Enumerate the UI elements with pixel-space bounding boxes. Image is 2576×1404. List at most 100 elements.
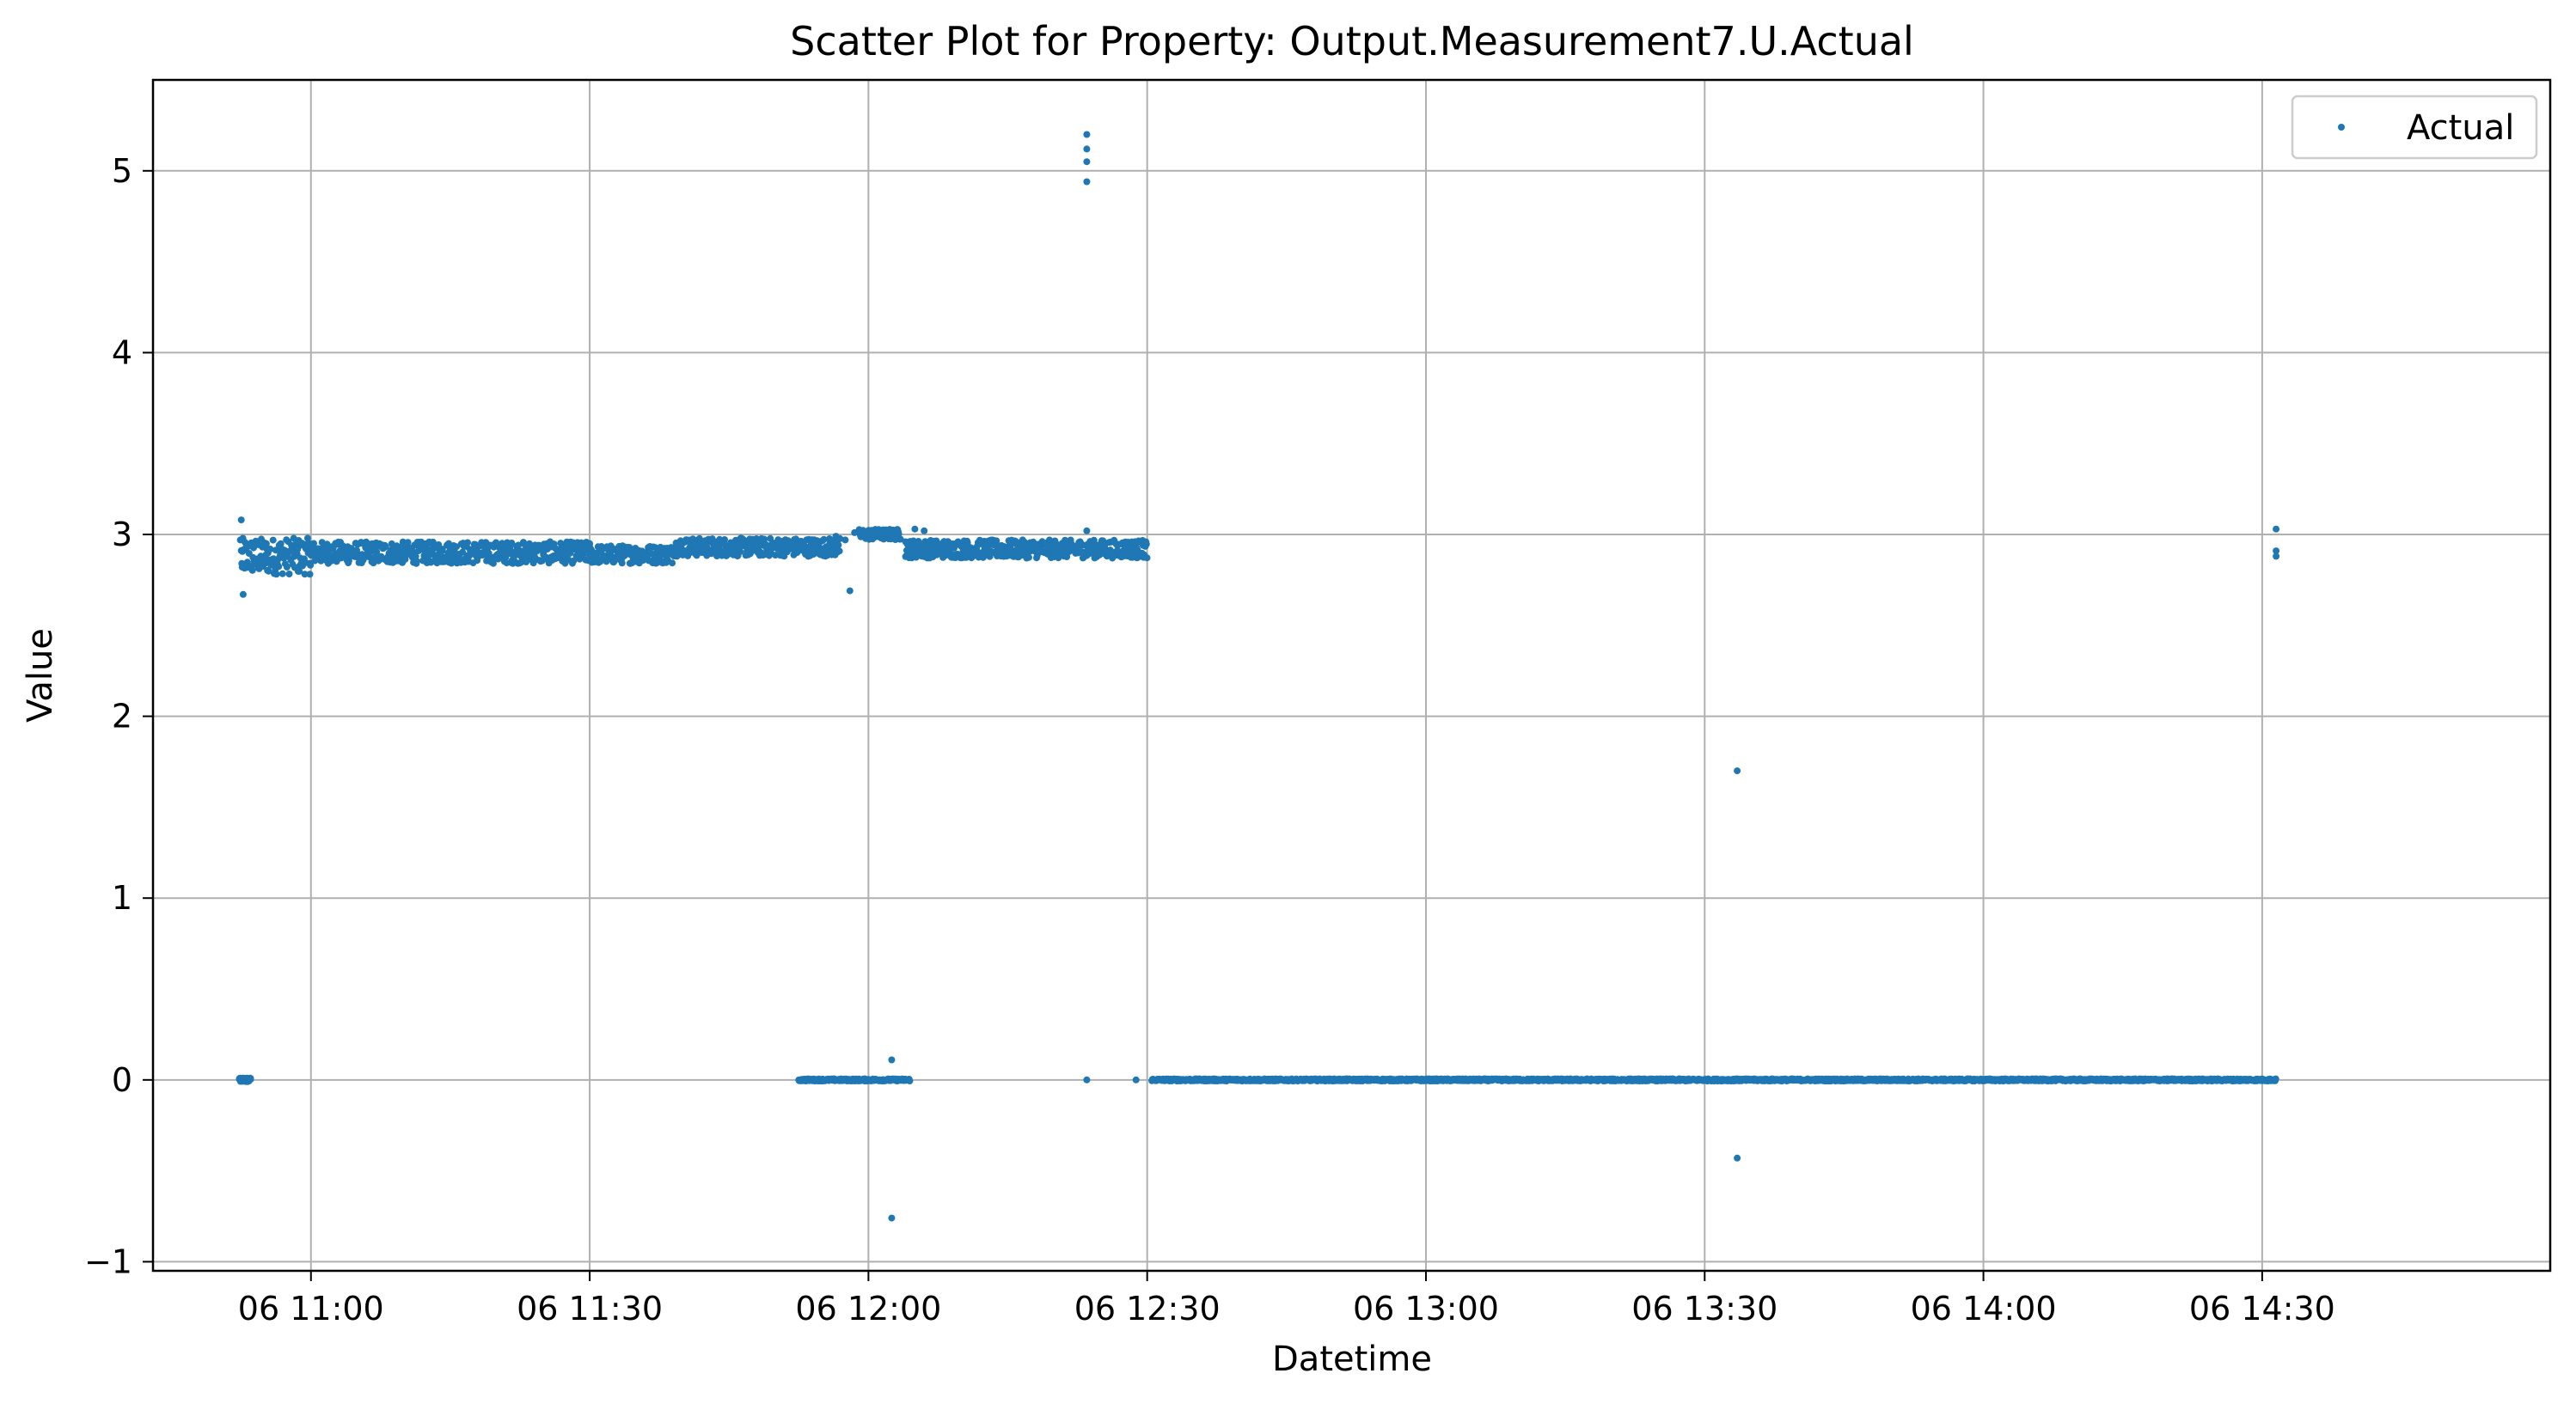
data-point: [1083, 131, 1091, 138]
legend-label: Actual: [2407, 108, 2514, 148]
data-point: [1132, 1076, 1140, 1084]
data-point: [266, 546, 274, 552]
data-point: [1083, 1076, 1091, 1084]
data-point: [345, 557, 352, 565]
data-point: [1083, 527, 1091, 534]
data-point: [275, 563, 283, 571]
data-point: [236, 536, 244, 544]
data-point: [438, 546, 446, 553]
data-point: [2273, 525, 2280, 533]
data-point: [835, 547, 843, 555]
data-point: [278, 570, 286, 577]
data-point: [1143, 554, 1151, 562]
data-point: [1734, 767, 1741, 775]
chart-title: Scatter Plot for Property: Output.Measur…: [790, 18, 1914, 64]
data-point: [317, 557, 325, 565]
x-axis-label: Datetime: [1272, 1340, 1432, 1379]
data-point: [963, 553, 970, 561]
data-point: [237, 516, 245, 524]
data-point: [404, 539, 412, 546]
data-point: [272, 571, 280, 578]
data-point: [761, 535, 768, 543]
data-point: [269, 536, 277, 544]
x-tick-label: 06 11:30: [517, 1290, 663, 1328]
data-point: [820, 535, 828, 543]
data-point: [301, 571, 309, 578]
plot-frame: [151, 78, 2552, 1273]
data-point: [721, 536, 728, 543]
data-point: [265, 567, 272, 575]
data-point: [2272, 1075, 2279, 1083]
data-point: [1025, 553, 1032, 561]
data-point: [542, 553, 550, 561]
data-point: [283, 564, 291, 571]
y-axis-label: Value: [21, 628, 60, 723]
data-point: [851, 528, 859, 536]
data-point: [921, 527, 928, 534]
x-tick-label: 06 14:30: [2189, 1290, 2335, 1328]
data-point: [846, 587, 854, 595]
data-point: [296, 567, 303, 575]
data-point: [262, 540, 270, 547]
x-tick-label: 06 13:00: [1353, 1290, 1499, 1328]
data-point: [413, 558, 420, 565]
data-point: [464, 539, 471, 546]
data-point: [767, 534, 774, 542]
x-tick-label: 06 11:00: [238, 1290, 384, 1328]
y-tick-label: 1: [112, 879, 132, 917]
data-point: [515, 541, 523, 549]
data-point: [911, 525, 919, 533]
y-tick-label: 3: [112, 516, 132, 553]
y-tick-label: −1: [84, 1242, 132, 1280]
data-point: [307, 561, 315, 569]
data-point: [526, 540, 533, 547]
data-point: [508, 540, 516, 546]
data-point: [285, 571, 293, 577]
data-point: [618, 559, 626, 567]
data-point: [841, 536, 849, 544]
data-point: [247, 1075, 254, 1082]
data-point: [2273, 552, 2280, 560]
data-point: [2273, 547, 2280, 555]
data-point: [993, 537, 1000, 545]
data-point: [310, 540, 317, 547]
legend: Actual: [2291, 95, 2538, 160]
x-tick-label: 06 14:00: [1911, 1290, 2057, 1328]
data-point: [902, 538, 909, 546]
data-point: [772, 552, 780, 559]
data-point: [373, 548, 381, 556]
data-point: [896, 535, 904, 543]
data-point: [888, 1056, 896, 1064]
x-tick-label: 06 13:30: [1631, 1290, 1778, 1328]
data-point: [1142, 540, 1150, 548]
data-point: [835, 541, 842, 549]
data-point: [239, 590, 247, 598]
y-tick-label: 0: [112, 1061, 132, 1099]
data-point: [737, 548, 744, 556]
data-point: [248, 566, 256, 574]
x-tick-label: 06 12:30: [1074, 1290, 1221, 1328]
y-axis-ticks: −1 0 1 2 3 4 5: [84, 152, 153, 1280]
data-point: [238, 564, 246, 571]
y-tick-label: 4: [112, 333, 132, 371]
legend-box: [2291, 95, 2538, 160]
data-point: [1083, 145, 1091, 153]
data-point: [382, 543, 389, 551]
data-points: [236, 131, 2280, 1222]
data-point: [493, 539, 500, 546]
data-point: [888, 1214, 896, 1222]
data-point: [906, 1077, 914, 1084]
x-axis-ticks: 06 11:00 06 11:30 06 12:00 06 12:30 06 13:00…: [238, 1271, 2335, 1328]
x-tick-label: 06 12:00: [795, 1290, 941, 1328]
data-point: [1083, 158, 1091, 166]
data-point: [1033, 552, 1041, 559]
data-point: [1734, 1154, 1741, 1162]
data-point: [832, 533, 840, 540]
legend-marker: [2338, 124, 2345, 131]
y-tick-label: 5: [112, 152, 132, 190]
data-point: [277, 540, 285, 547]
data-point: [272, 546, 279, 554]
data-point: [669, 559, 676, 567]
data-point: [306, 571, 314, 578]
